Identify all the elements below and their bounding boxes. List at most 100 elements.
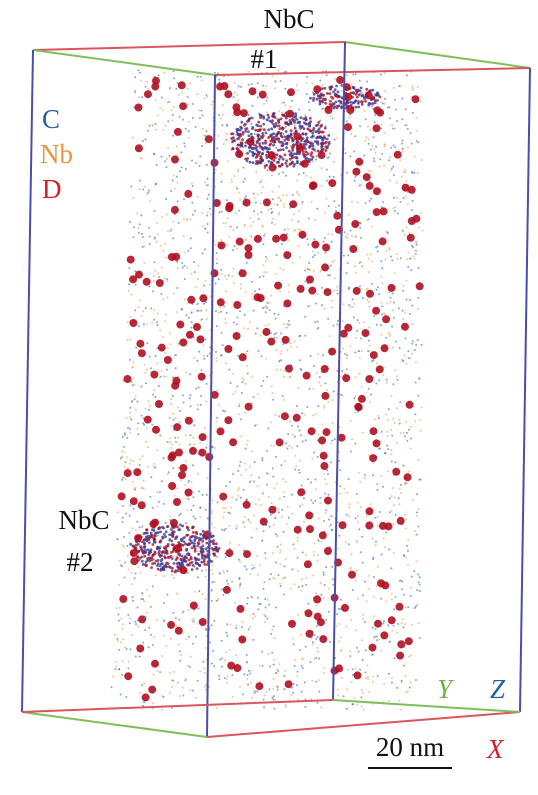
atom — [137, 501, 146, 510]
atom — [239, 561, 242, 563]
atom — [163, 356, 172, 364]
atom — [319, 496, 322, 499]
atom — [221, 528, 224, 531]
atom — [216, 262, 219, 265]
atom — [285, 142, 288, 146]
atom — [270, 573, 273, 576]
atom — [192, 436, 195, 439]
atom — [280, 412, 289, 421]
atom — [322, 243, 331, 252]
atom — [286, 506, 289, 508]
atom — [307, 157, 311, 161]
atom — [275, 685, 278, 688]
atom — [156, 324, 159, 326]
atom — [405, 279, 408, 282]
atom — [353, 150, 356, 153]
atom — [388, 640, 391, 643]
atom — [356, 501, 359, 504]
atom — [380, 333, 383, 336]
atom — [358, 356, 361, 359]
atom — [386, 232, 389, 235]
atom — [199, 670, 202, 673]
atom — [415, 360, 417, 363]
atom — [336, 95, 339, 99]
atom — [241, 381, 244, 384]
atom — [151, 707, 154, 710]
atom — [177, 93, 180, 96]
atom — [414, 420, 416, 423]
atom — [369, 148, 372, 151]
atom — [402, 171, 405, 174]
atom — [351, 668, 354, 671]
atom — [185, 330, 194, 339]
atom — [386, 430, 389, 433]
atom — [323, 667, 326, 670]
atom — [340, 598, 342, 601]
atom — [163, 71, 166, 74]
atom — [310, 140, 313, 143]
atom — [375, 145, 378, 148]
atom — [272, 576, 275, 579]
atom — [272, 475, 275, 478]
atom — [301, 412, 304, 415]
atom — [263, 613, 266, 616]
atom — [355, 90, 358, 93]
atom — [134, 92, 137, 94]
atom — [184, 145, 187, 148]
atom — [325, 74, 328, 77]
atom — [271, 696, 274, 699]
atom — [302, 127, 306, 131]
atom — [415, 560, 418, 563]
atom — [151, 543, 155, 546]
atom — [208, 352, 211, 355]
atom — [244, 223, 247, 226]
atom — [360, 705, 363, 708]
atom — [152, 290, 155, 293]
atom — [296, 556, 299, 559]
atom — [236, 187, 239, 190]
atom — [151, 506, 154, 509]
atom — [189, 237, 192, 240]
atom — [212, 548, 215, 552]
atom — [376, 524, 379, 527]
atom — [174, 617, 177, 620]
atom — [295, 156, 299, 159]
atom — [152, 393, 155, 396]
atom — [346, 233, 349, 236]
atom — [247, 134, 251, 138]
atom — [144, 90, 152, 99]
atom — [279, 117, 283, 121]
atom — [121, 436, 124, 438]
atom — [345, 357, 348, 360]
atom — [303, 520, 306, 523]
atom — [129, 648, 132, 651]
atom — [121, 623, 124, 626]
atom — [264, 139, 267, 143]
atom — [240, 126, 244, 130]
atom — [228, 368, 231, 371]
atom — [387, 624, 390, 627]
atom — [166, 347, 169, 350]
atom — [378, 511, 381, 513]
atom — [289, 323, 292, 326]
atom — [283, 369, 286, 372]
atom — [129, 411, 132, 414]
atom — [356, 329, 359, 332]
atom — [227, 274, 230, 277]
legend-entry: C — [42, 104, 60, 134]
atom — [153, 236, 156, 239]
atom — [266, 96, 269, 99]
atom — [360, 287, 363, 290]
atom — [355, 493, 358, 495]
atom — [154, 395, 157, 398]
atom — [238, 464, 241, 467]
atom — [345, 120, 348, 123]
atom — [406, 545, 408, 547]
atom — [137, 625, 140, 628]
atom — [229, 512, 231, 515]
atom — [258, 142, 261, 146]
atom — [159, 107, 162, 109]
atom — [154, 355, 157, 358]
atom — [327, 205, 330, 208]
atom — [402, 289, 405, 292]
